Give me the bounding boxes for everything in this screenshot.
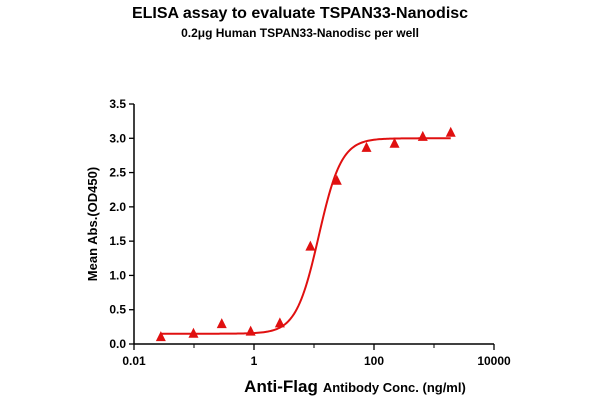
y-tick-label: 1.5 bbox=[109, 234, 126, 248]
data-point bbox=[417, 130, 428, 141]
data-point bbox=[445, 126, 456, 137]
chart-axes: 0.0 0.5 1.0 1.5 2.0 2.5 3.0 3.5 0.01 1 100 10000 bbox=[109, 97, 511, 368]
x-axis-label-main: Anti-Flag bbox=[244, 377, 318, 396]
x-axis-label-rest: Antibody Conc. (ng/ml) bbox=[323, 380, 466, 395]
y-tick-label: 1.0 bbox=[109, 268, 126, 282]
x-tick-label: 10000 bbox=[477, 354, 511, 368]
fit-curve bbox=[160, 137, 451, 335]
data-point bbox=[331, 174, 342, 185]
data-point bbox=[305, 240, 316, 251]
y-tick-label: 0.5 bbox=[109, 303, 126, 317]
data-point bbox=[245, 325, 256, 336]
fit-curve-layer bbox=[160, 137, 451, 335]
x-axis-label: Anti-Flag Antibody Conc. (ng/ml) bbox=[244, 377, 466, 396]
x-tick-label: 0.01 bbox=[122, 354, 146, 368]
y-tick-label: 3.0 bbox=[109, 131, 126, 145]
data-point bbox=[389, 137, 400, 148]
data-point bbox=[216, 318, 227, 329]
chart-subtitle: 0.2μg Human TSPAN33-Nanodisc per well bbox=[181, 26, 419, 40]
y-tick-label: 0.0 bbox=[109, 337, 126, 351]
data-point bbox=[274, 317, 285, 328]
x-tick-label: 1 bbox=[251, 354, 258, 368]
data-point bbox=[188, 327, 199, 338]
y-axis-label: Mean Abs.(OD450) bbox=[85, 167, 100, 281]
y-tick-label: 2.5 bbox=[109, 166, 126, 180]
x-tick-label: 100 bbox=[364, 354, 384, 368]
y-tick-label: 2.0 bbox=[109, 200, 126, 214]
chart-title: ELISA assay to evaluate TSPAN33-Nanodisc bbox=[132, 5, 468, 22]
data-point bbox=[155, 331, 166, 342]
y-tick-label: 3.5 bbox=[109, 97, 126, 111]
data-point bbox=[361, 141, 372, 152]
data-points-layer bbox=[155, 126, 456, 342]
